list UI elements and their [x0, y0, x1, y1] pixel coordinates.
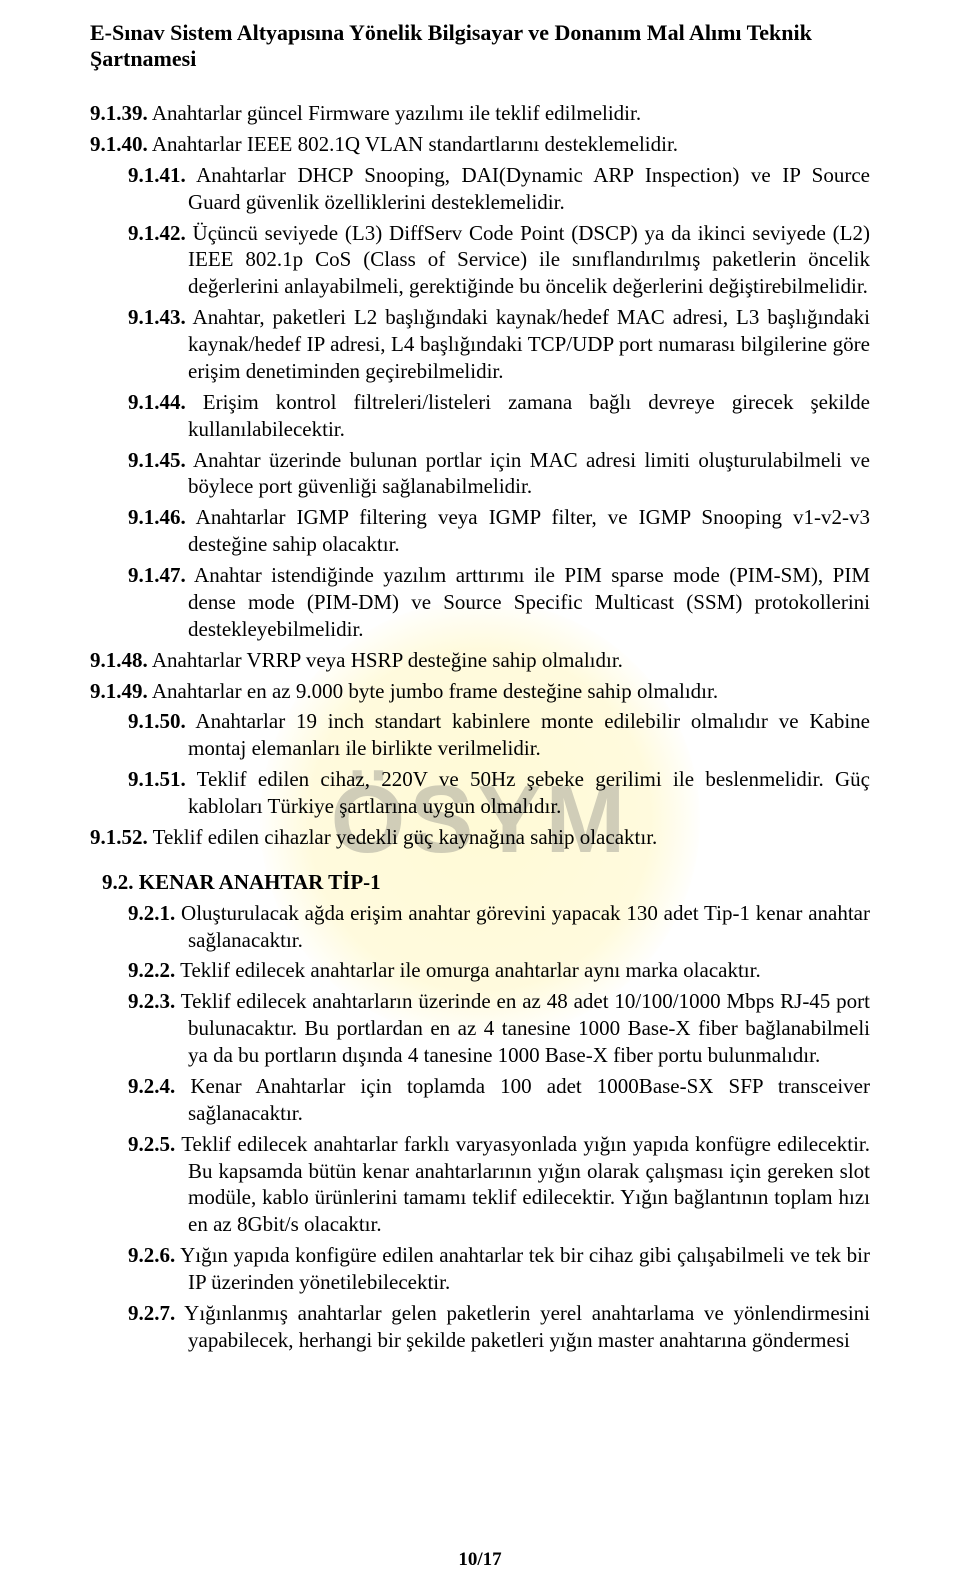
spec-item: 9.1.39. Anahtarlar güncel Firmware yazıl…: [90, 100, 870, 127]
section-item-number: 9.2.1.: [128, 901, 175, 925]
spec-item-number: 9.1.50.: [128, 709, 186, 733]
spec-item: 9.1.46. Anahtarlar IGMP filtering veya I…: [90, 504, 870, 558]
spec-item-number: 9.1.40.: [90, 132, 148, 156]
spec-item-text: Anahtarlar DHCP Snooping, DAI(Dynamic AR…: [186, 163, 870, 214]
section-item: 9.2.4. Kenar Anahtarlar için toplamda 10…: [90, 1073, 870, 1127]
section-item-number: 9.2.3.: [128, 989, 175, 1013]
section-number: 9.2.: [102, 870, 134, 894]
spec-item-number: 9.1.44.: [128, 390, 186, 414]
spec-item-text: Anahtar üzerinde bulunan portlar için MA…: [186, 448, 870, 499]
spec-item: 9.1.41. Anahtarlar DHCP Snooping, DAI(Dy…: [90, 162, 870, 216]
section-title: 9.2. KENAR ANAHTAR TİP-1: [90, 869, 870, 896]
spec-item-number: 9.1.48.: [90, 648, 148, 672]
section-item-text: Teklif edilecek anahtarların üzerinde en…: [175, 989, 870, 1067]
spec-item-text: Anahtarlar en az 9.000 byte jumbo frame …: [148, 679, 718, 703]
section-item-text: Teklif edilecek anahtarlar ile omurga an…: [175, 958, 760, 982]
spec-item-text: Anahtarlar 19 inch standart kabinlere mo…: [186, 709, 870, 760]
spec-item-text: Anahtarlar VRRP veya HSRP desteğine sahi…: [148, 648, 623, 672]
spec-item-text: Anahtarlar IGMP filtering veya IGMP filt…: [186, 505, 870, 556]
spec-item: 9.1.51. Teklif edilen cihaz, 220V ve 50H…: [90, 766, 870, 820]
document-header: E-Sınav Sistem Altyapısına Yönelik Bilgi…: [90, 20, 870, 72]
section-item-text: Kenar Anahtarlar için toplamda 100 adet …: [175, 1074, 870, 1125]
section-item-list: 9.2.1. Oluşturulacak ağda erişim anahtar…: [90, 900, 870, 1354]
spec-item: 9.1.42. Üçüncü seviyede (L3) DiffServ Co…: [90, 220, 870, 301]
spec-item-number: 9.1.49.: [90, 679, 148, 703]
spec-item: 9.1.49. Anahtarlar en az 9.000 byte jumb…: [90, 678, 870, 705]
spec-item-number: 9.1.47.: [128, 563, 186, 587]
section-item-number: 9.2.4.: [128, 1074, 175, 1098]
spec-item: 9.1.40. Anahtarlar IEEE 802.1Q VLAN stan…: [90, 131, 870, 158]
document-page: ÖSYM E-Sınav Sistem Altyapısına Yönelik …: [0, 0, 960, 1589]
spec-item-number: 9.1.42.: [128, 221, 186, 245]
spec-item-text: Erişim kontrol filtreleri/listeleri zama…: [186, 390, 870, 441]
section-item-number: 9.2.2.: [128, 958, 175, 982]
section-item-text: Oluşturulacak ağda erişim anahtar görevi…: [175, 901, 870, 952]
spec-item-number: 9.1.52.: [90, 825, 148, 849]
section-item-text: Yığınlanmış anahtarlar gelen paketlerin …: [175, 1301, 870, 1352]
section-item: 9.2.3. Teklif edilecek anahtarların üzer…: [90, 988, 870, 1069]
section-item: 9.2.5. Teklif edilecek anahtarlar farklı…: [90, 1131, 870, 1239]
spec-item: 9.1.47. Anahtar istendiğinde yazılım art…: [90, 562, 870, 643]
spec-item-list: 9.1.39. Anahtarlar güncel Firmware yazıl…: [90, 100, 870, 851]
spec-item: 9.1.48. Anahtarlar VRRP veya HSRP desteğ…: [90, 647, 870, 674]
section-item-number: 9.2.7.: [128, 1301, 175, 1325]
section-name: KENAR ANAHTAR TİP-1: [139, 870, 381, 894]
section-item-text: Yığın yapıda konfigüre edilen anahtarlar…: [175, 1243, 870, 1294]
section-item: 9.2.7. Yığınlanmış anahtarlar gelen pake…: [90, 1300, 870, 1354]
spec-item-number: 9.1.46.: [128, 505, 186, 529]
spec-item-text: Üçüncü seviyede (L3) DiffServ Code Point…: [186, 221, 870, 299]
spec-item: 9.1.44. Erişim kontrol filtreleri/listel…: [90, 389, 870, 443]
page-footer: 10/17: [0, 1549, 960, 1571]
spec-item: 9.1.52. Teklif edilen cihazlar yedekli g…: [90, 824, 870, 851]
spec-item-text: Teklif edilen cihaz, 220V ve 50Hz şebeke…: [186, 767, 870, 818]
spec-item: 9.1.50. Anahtarlar 19 inch standart kabi…: [90, 708, 870, 762]
spec-item-number: 9.1.39.: [90, 101, 148, 125]
spec-item-text: Teklif edilen cihazlar yedekli güç kayna…: [148, 825, 658, 849]
spec-item-number: 9.1.45.: [128, 448, 186, 472]
section-item-text: Teklif edilecek anahtarlar farklı varyas…: [175, 1132, 870, 1237]
spec-item: 9.1.43. Anahtar, paketleri L2 başlığında…: [90, 304, 870, 385]
spec-item-number: 9.1.41.: [128, 163, 186, 187]
spec-item: 9.1.45. Anahtar üzerinde bulunan portlar…: [90, 447, 870, 501]
spec-item-number: 9.1.43.: [128, 305, 186, 329]
spec-item-text: Anahtarlar IEEE 802.1Q VLAN standartları…: [148, 132, 678, 156]
section-item: 9.2.1. Oluşturulacak ağda erişim anahtar…: [90, 900, 870, 954]
spec-item-text: Anahtar istendiğinde yazılım arttırımı i…: [186, 563, 870, 641]
section-item: 9.2.6. Yığın yapıda konfigüre edilen ana…: [90, 1242, 870, 1296]
section-item: 9.2.2. Teklif edilecek anahtarlar ile om…: [90, 957, 870, 984]
spec-item-text: Anahtar, paketleri L2 başlığındaki kayna…: [186, 305, 870, 383]
section-item-number: 9.2.6.: [128, 1243, 175, 1267]
spec-item-text: Anahtarlar güncel Firmware yazılımı ile …: [148, 101, 641, 125]
spec-item-number: 9.1.51.: [128, 767, 186, 791]
document-content: 9.1.39. Anahtarlar güncel Firmware yazıl…: [90, 100, 870, 1354]
section-item-number: 9.2.5.: [128, 1132, 175, 1156]
